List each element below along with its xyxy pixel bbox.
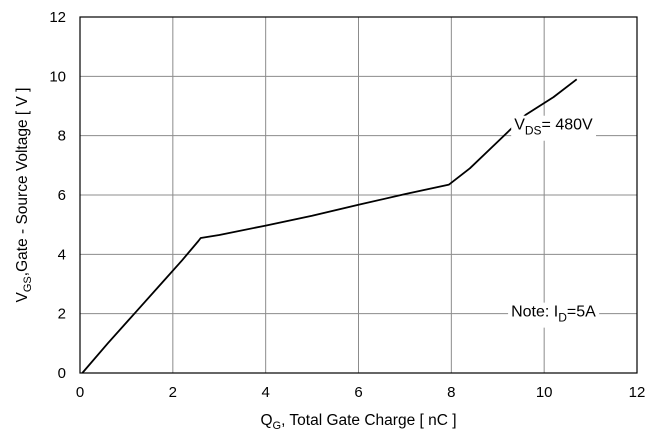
x-tick-label: 6: [354, 384, 362, 401]
annotation-main: Note: I: [511, 304, 558, 321]
x-axis-text: , Total Gate Charge [ nC ]: [281, 412, 456, 429]
y-tick-label: 6: [58, 187, 66, 204]
vds-annotation: VDS= 480V: [514, 117, 593, 138]
x-axis-subscript: G: [273, 420, 282, 432]
series-layer: [81, 78, 578, 374]
y-tick-labels: 0 2 4 6 8 10 12: [49, 9, 66, 382]
series-line: [81, 78, 578, 374]
x-tick-label: 0: [76, 384, 84, 401]
y-tick-label: 0: [58, 365, 66, 382]
y-tick-label: 10: [49, 68, 66, 85]
annotation-main: V: [514, 117, 525, 134]
x-tick-labels: 0 2 4 6 8 10 12: [76, 384, 646, 401]
x-tick-label: 4: [261, 384, 269, 401]
annotation-background: [508, 302, 600, 328]
y-axis-text: ,Gate - Source Voltage [ V ]: [14, 88, 31, 277]
annotation-value: =5A: [567, 304, 596, 321]
y-axis-title: VGS,Gate - Source Voltage [ V ]: [14, 88, 34, 303]
y-axis-subscript: GS: [22, 276, 34, 292]
annotation-subscript: D: [558, 311, 567, 325]
x-tick-label: 2: [169, 384, 177, 401]
y-axis-symbol: V: [14, 291, 31, 302]
note-annotation: Note: ID=5A: [511, 304, 596, 325]
y-tick-label: 4: [58, 246, 66, 263]
annotation-layer: VDS= 480V Note: ID=5A: [508, 115, 600, 328]
x-tick-label: 10: [536, 384, 553, 401]
annotation-background: [511, 115, 597, 141]
y-tick-label: 2: [58, 306, 66, 323]
x-axis-title: QG, Total Gate Charge [ nC ]: [260, 412, 456, 432]
annotation-subscript: DS: [525, 124, 542, 138]
annotation-value: = 480V: [542, 117, 593, 134]
y-tick-label: 12: [49, 9, 66, 26]
y-tick-label: 8: [58, 128, 66, 145]
x-axis-symbol: Q: [260, 412, 272, 429]
x-tick-label: 8: [447, 384, 455, 401]
plot-frame: [79, 16, 638, 374]
x-tick-label: 12: [629, 384, 646, 401]
